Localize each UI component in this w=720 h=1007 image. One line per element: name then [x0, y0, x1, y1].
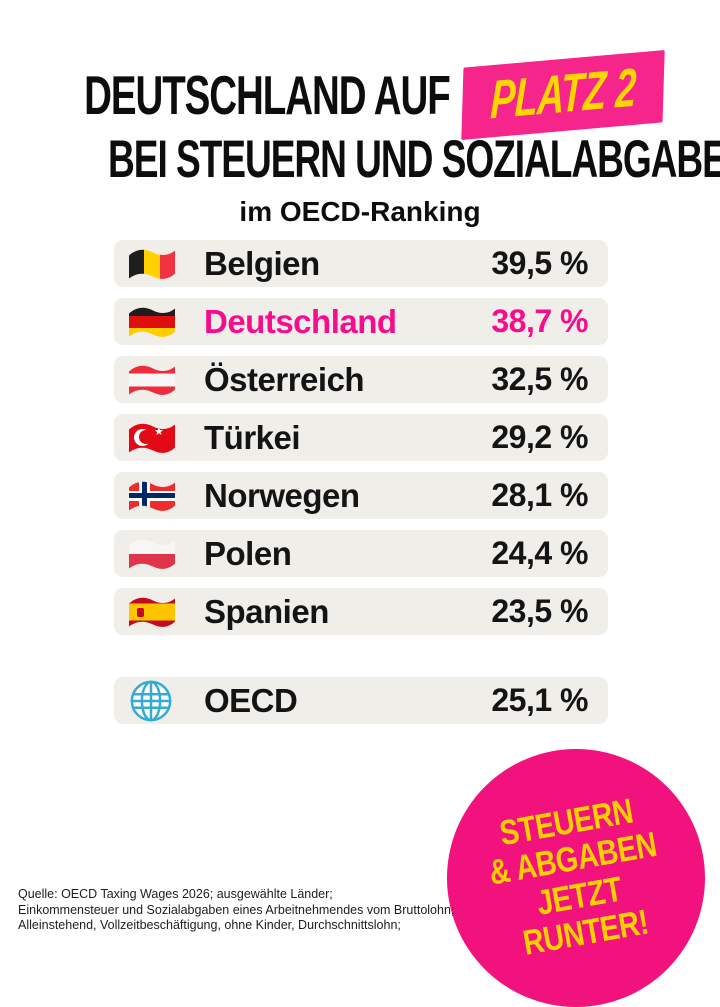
spain-flag-icon [127, 593, 177, 631]
ranking-row-norwegen: Norwegen 28,1 % [114, 472, 608, 519]
source-line: Quelle: OECD Taxing Wages 2026; ausgewäh… [18, 887, 333, 901]
ranking-row-belgien: Belgien 39,5 % [114, 240, 608, 287]
ranking-row-t-rkei: ★ Türkei 29,2 % [114, 414, 608, 461]
campaign-badge-text: STEUERN & ABGABEN JETZT RUNTER! [480, 790, 672, 967]
source-line: Einkommensteuer und Sozialabgaben eines … [18, 902, 455, 917]
title-line1-text: DEUTSCHLAND AUF [84, 64, 451, 126]
value-label: 25,1 % [491, 682, 588, 718]
value-label: 24,4 % [491, 535, 588, 571]
platz-2-highlight: PLATZ 2 [461, 50, 665, 140]
header: DEUTSCHLAND AUF PLATZ 2 BEI STEUERN UND … [0, 50, 720, 228]
ranking-row--sterreich: Österreich 32,5 % [114, 356, 608, 403]
country-label: Belgien [204, 244, 320, 282]
source-note: Quelle: OECD Taxing Wages 2026; ausgewäh… [18, 887, 454, 934]
country-label: Polen [204, 534, 292, 572]
country-label: OECD [204, 681, 298, 719]
value-label: 38,7 % [491, 303, 588, 339]
title-line2: BEI STEUERN UND SOZIALABGABEN [108, 130, 720, 189]
value-label: 29,2 % [491, 419, 588, 455]
ranking-row-deutschland: Deutschland 38,7 % [114, 298, 608, 345]
title-line1: DEUTSCHLAND AUF PLATZ 2 [84, 50, 665, 140]
ranking-row-oecd: OECD 25,1 % [114, 677, 608, 724]
value-label: 39,5 % [491, 245, 588, 281]
oecd-summary-row: OECD 25,1 % [114, 677, 608, 735]
germany-flag-icon [127, 303, 177, 341]
country-label: Österreich [204, 360, 365, 398]
country-label: Spanien [204, 592, 329, 630]
austria-flag-icon [127, 361, 177, 399]
belgium-flag-icon [127, 245, 177, 283]
ranking-row-polen: Polen 24,4 % [114, 530, 608, 577]
value-label: 32,5 % [491, 361, 588, 397]
source-line: Alleinstehend, Vollzeitbeschäftigung, oh… [18, 918, 401, 932]
poland-flag-icon [127, 535, 177, 573]
ranking-row-spanien: Spanien 23,5 % [114, 588, 608, 635]
country-label: Norwegen [204, 476, 360, 514]
norway-flag-icon [127, 477, 177, 515]
value-label: 23,5 % [491, 593, 588, 629]
globe-icon [127, 680, 177, 721]
ranking-list: Belgien 39,5 % Deutschland 38,7 % Österr… [114, 240, 608, 646]
value-label: 28,1 % [491, 477, 588, 513]
title-subtitle: im OECD-Ranking [239, 196, 481, 227]
turkey-flag-icon: ★ [127, 419, 177, 457]
infographic: { "title": { "line1_prefix": "DEUTSCHLAN… [0, 50, 720, 1007]
country-label: Türkei [204, 418, 301, 456]
country-label: Deutschland [204, 302, 397, 340]
campaign-badge: STEUERN & ABGABEN JETZT RUNTER! [447, 749, 705, 1007]
